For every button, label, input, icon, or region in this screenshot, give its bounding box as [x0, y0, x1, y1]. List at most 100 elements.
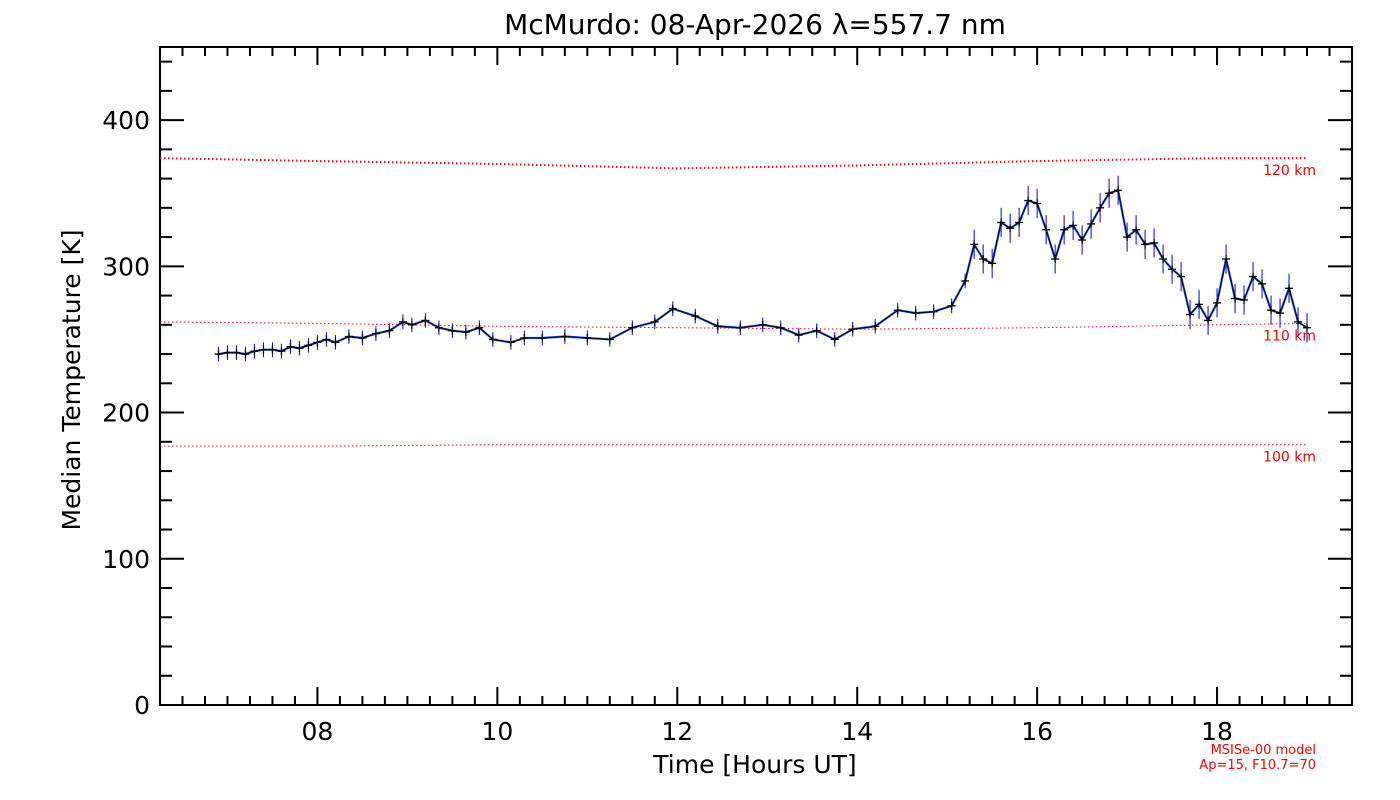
data-point — [1240, 295, 1249, 304]
data-point — [1231, 294, 1240, 303]
x-tick-label: 10 — [481, 717, 513, 746]
data-point — [1015, 218, 1024, 227]
data-point — [650, 317, 659, 326]
x-tick-label: 08 — [302, 717, 334, 746]
data-point — [304, 341, 313, 350]
data-point — [961, 276, 970, 285]
measurement-line — [218, 189, 1308, 355]
data-point — [1087, 219, 1096, 228]
x-tick-label: 12 — [661, 717, 693, 746]
data-point — [1285, 284, 1294, 293]
data-point — [970, 240, 979, 249]
model-annotation-line1: MSISe-00 model — [1211, 743, 1316, 758]
data-point — [421, 316, 430, 325]
data-point — [1204, 316, 1213, 325]
error-bars — [217, 175, 1308, 362]
data-point — [628, 323, 637, 332]
data-point — [997, 218, 1006, 227]
model-labels: 120 km 110 km 100 km — [1263, 163, 1316, 466]
y-tick-label: 400 — [102, 106, 150, 135]
data-point — [331, 338, 340, 347]
data-point — [691, 312, 700, 321]
data-point — [1114, 186, 1123, 195]
data-point — [1267, 306, 1276, 315]
data-point — [1195, 300, 1204, 309]
data-point — [1213, 298, 1222, 307]
data-point — [407, 320, 416, 329]
axis-ticks — [160, 47, 1352, 706]
data-point — [1222, 255, 1231, 264]
data-point — [1042, 225, 1051, 234]
data-point — [1132, 225, 1141, 234]
data-point — [448, 326, 457, 335]
model-line-100km — [160, 444, 1308, 447]
model-label-110km: 110 km — [1263, 328, 1316, 344]
axis-tick-labels: 08 10 12 14 16 18 0 100 200 300 400 — [102, 106, 1233, 746]
data-point — [322, 335, 331, 344]
data-point — [398, 317, 407, 326]
x-tick-label: 18 — [1201, 717, 1233, 746]
model-annotation-line2: Ap=15, F10.7=70 — [1199, 758, 1316, 773]
data-point — [736, 323, 745, 332]
x-tick-label: 16 — [1021, 717, 1053, 746]
y-tick-label: 300 — [102, 252, 150, 281]
data-point — [583, 333, 592, 342]
data-point — [1033, 199, 1042, 208]
data-point — [871, 322, 880, 331]
data-point — [1060, 225, 1069, 234]
y-tick-label: 200 — [102, 399, 150, 428]
data-point — [250, 347, 259, 356]
data-point — [979, 255, 988, 264]
data-point — [668, 304, 677, 313]
data-point — [277, 347, 286, 356]
data-point — [1141, 240, 1150, 249]
data-point — [461, 328, 470, 337]
data-point — [1294, 317, 1303, 326]
data-point — [1159, 255, 1168, 264]
data-point — [506, 338, 515, 347]
data-point — [358, 333, 367, 342]
data-point — [988, 259, 997, 268]
data-point — [241, 350, 250, 359]
data-point — [1051, 255, 1060, 264]
data-point — [1177, 272, 1186, 281]
data-point — [268, 345, 277, 354]
data-point — [1123, 233, 1132, 242]
data-point — [1258, 279, 1267, 288]
data-point — [344, 332, 353, 341]
data-point — [812, 326, 821, 335]
data-point — [475, 323, 484, 332]
data-point — [713, 322, 722, 331]
data-point — [1105, 189, 1114, 198]
data-point — [520, 333, 529, 342]
data-point — [1303, 323, 1312, 332]
measurement-series — [214, 186, 1312, 359]
data-point — [776, 323, 785, 332]
data-point — [893, 306, 902, 315]
data-point — [1069, 221, 1078, 230]
data-point — [794, 331, 803, 340]
x-axis-label: Time [Hours UT] — [652, 750, 856, 779]
data-point — [1096, 203, 1105, 212]
data-point — [214, 350, 223, 359]
data-point — [1006, 224, 1015, 233]
y-tick-label: 0 — [134, 691, 150, 720]
plot-frame — [159, 46, 1353, 706]
data-point — [232, 348, 241, 357]
model-lines — [159, 157, 1308, 447]
model-line-120km — [159, 157, 1308, 170]
data-point — [830, 335, 839, 344]
data-point — [1024, 196, 1033, 205]
data-point — [223, 348, 232, 357]
data-point — [371, 329, 380, 338]
data-point — [385, 326, 394, 335]
data-point — [560, 332, 569, 341]
chart-title: McMurdo: 08-Apr-2026 λ=557.7 nm — [504, 8, 1006, 41]
x-tick-label: 14 — [841, 717, 873, 746]
data-point — [911, 309, 920, 318]
data-point — [1276, 309, 1285, 318]
data-point — [848, 325, 857, 334]
data-point — [488, 335, 497, 344]
data-point — [1150, 238, 1159, 247]
model-label-100km: 100 km — [1263, 450, 1316, 466]
